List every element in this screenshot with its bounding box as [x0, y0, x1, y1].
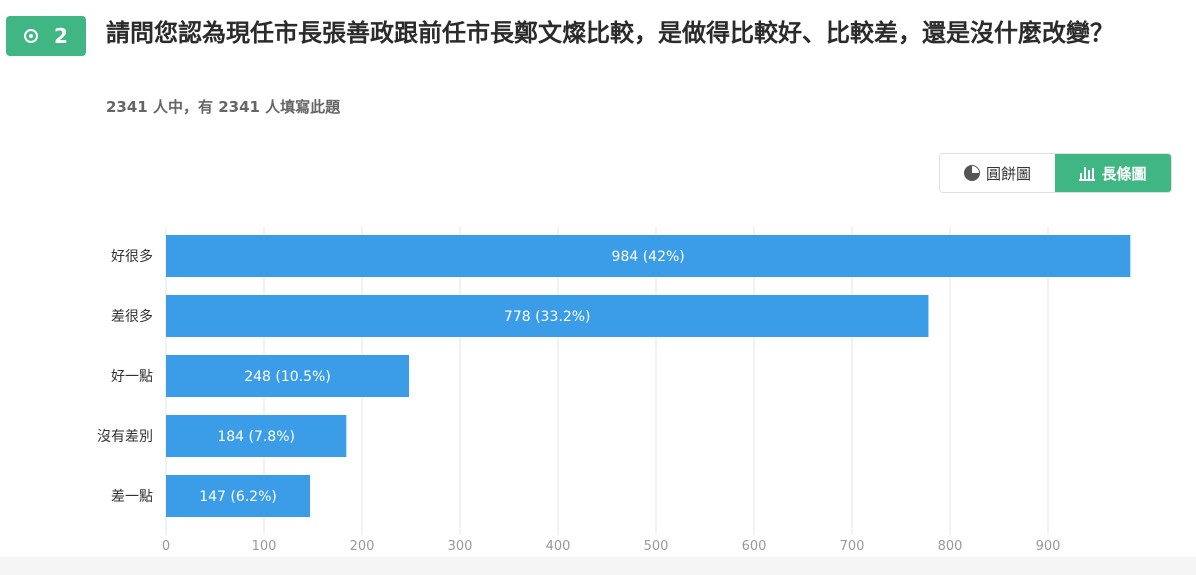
bar: [166, 415, 347, 457]
bar-chart-label: 長條圖: [1101, 164, 1147, 183]
question-number: 2: [54, 24, 68, 48]
pie-chart-label: 圓餅圖: [985, 164, 1031, 183]
x-tick-label: 400: [546, 539, 571, 554]
data-label: 184 (7.8%): [217, 429, 295, 445]
pie-chart-icon: [963, 165, 980, 181]
response-count: 2341 人中，有 2341 人填寫此題: [106, 98, 341, 116]
chart-type-toggle: 圓餅圖 長條圖: [939, 153, 1172, 193]
x-tick-label: 500: [644, 539, 669, 554]
x-tick-label: 700: [840, 539, 865, 554]
category-label: 好一點: [111, 369, 153, 385]
bar-chart: 0 100 200 300 400 500 600 700 800 900 好很多 984 (42%)…: [97, 227, 1131, 554]
category-label: 好很多: [111, 248, 153, 265]
footer-strip: [0, 557, 1196, 575]
question-number-badge: 2: [6, 16, 86, 56]
x-tick-label: 300: [448, 539, 473, 554]
data-label: 147 (6.2%): [199, 489, 277, 505]
data-label: 248 (10.5%): [244, 369, 331, 385]
data-label: 984 (42%): [612, 249, 685, 265]
pie-chart-button[interactable]: 圓餅圖: [940, 154, 1055, 192]
x-tick-label: 0: [162, 539, 170, 554]
x-tick-label: 600: [742, 539, 767, 554]
bar: [166, 475, 311, 517]
bar: [166, 295, 929, 337]
x-tick-label: 800: [938, 539, 963, 554]
x-tick-label: 200: [350, 539, 375, 554]
bar-chart-button[interactable]: 長條圖: [1055, 154, 1171, 192]
bar-chart-icon: [1079, 165, 1096, 181]
bar: [166, 235, 1131, 277]
question-title: 請問您認為現任市長張善政跟前任市長鄭文燦比較，是做得比較好、比較差，還是沒什麼改…: [106, 19, 1114, 47]
x-tick-label: 900: [1036, 539, 1061, 554]
data-label: 778 (33.2%): [504, 309, 591, 325]
x-tick-label: 100: [252, 539, 277, 554]
bar: [166, 355, 410, 397]
category-label: 差一點: [111, 489, 153, 505]
category-label: 沒有差別: [97, 428, 153, 445]
radio-icon: [24, 29, 39, 43]
category-label: 差很多: [111, 308, 153, 325]
